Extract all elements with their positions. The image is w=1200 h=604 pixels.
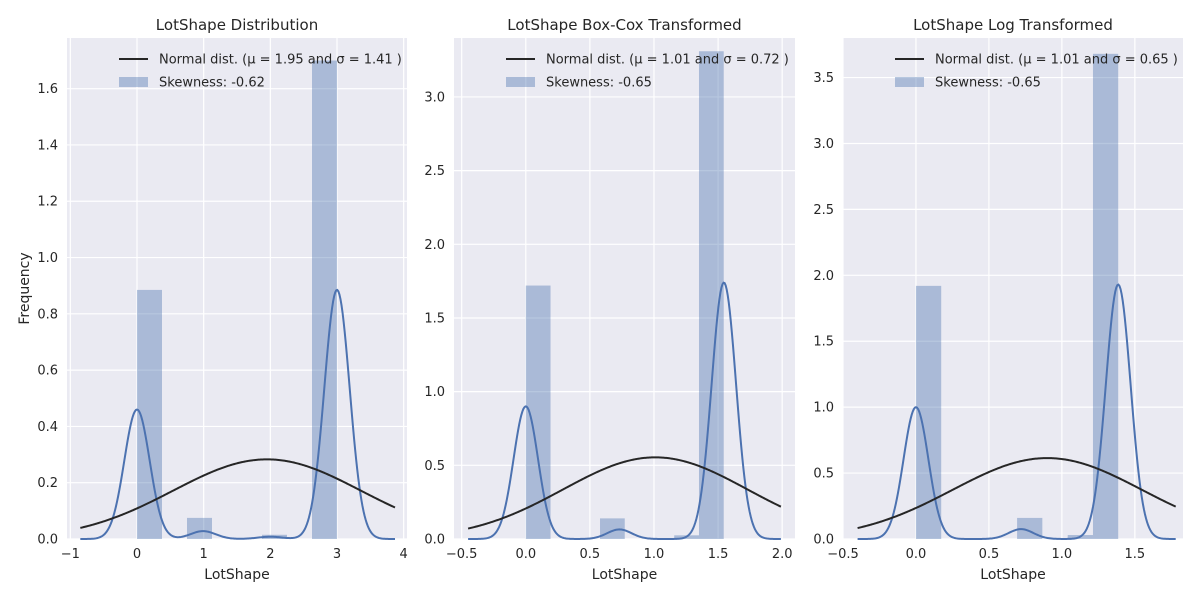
x-tick-label: 2 [266,547,274,562]
x-tick-label: −0.5 [446,547,478,562]
x-tick-label: 1.0 [644,547,665,562]
y-tick-label: 1.2 [37,195,58,210]
x-tick-label: 0.0 [906,547,927,562]
y-tick-label: 0.4 [37,420,58,435]
legend-label-skewness: Skewness: -0.62 [159,76,265,91]
legend-label-normal: Normal dist. (μ = 1.01 and σ = 0.72 ) [546,53,789,68]
y-tick-label: 0.0 [37,533,58,548]
x-tick-label: −0.5 [827,547,859,562]
kde-line [857,283,1176,540]
y-axis-label: Frequency [17,252,33,324]
x-tick-label: 1.5 [708,547,729,562]
y-tick-label: 3.5 [813,71,834,86]
y-tick-label: 3.0 [424,90,445,105]
y-tick-label: 1.0 [813,401,834,416]
panel-1: −1 0 1 2 3 4 0.0 0.2 0.4 0.6 0.8 1.0 1.2 1.4 1.6 LotSha… [17,16,408,583]
panel-3: −0.5 0.0 0.5 1.0 1.50.00.51.01.52.02.53.03.5… [813,16,1183,583]
kde-line [468,281,781,540]
x-tick-label: 1.0 [1052,547,1073,562]
y-tick-label: 0.5 [424,459,445,474]
normal-fit-line [467,456,782,530]
plot-background [843,38,1183,539]
normal-fit-line [80,458,396,529]
x-tick-label: 0 [133,547,141,562]
x-tick-label: 0.0 [515,547,536,562]
x-tick-label: 4 [400,547,408,562]
x-tick-label: −1 [61,547,80,562]
y-tick-label: 2.5 [813,203,834,218]
x-tick-label: 1 [200,547,208,562]
y-tick-label: 1.5 [424,311,445,326]
legend-label-skewness: Skewness: -0.65 [546,76,652,91]
x-axis-label: LotShape [592,567,657,583]
panel-2: −0.5 0.0 0.5 1.0 1.5 2.00.00.51.01.52.02.53.0… [424,16,795,583]
legend-bar-swatch [506,77,535,87]
y-tick-label: 2.5 [424,164,445,179]
y-tick-label: 2.0 [424,238,445,253]
chart-title: LotShape Log Transformed [913,16,1113,34]
y-tick-label: 0.2 [37,476,58,491]
y-tick-label: 1.0 [424,385,445,400]
y-tick-label: 0.0 [813,533,834,548]
legend: Normal dist. (μ = 1.95 and σ = 1.41 ) Ske… [119,53,402,91]
legend-bar-swatch [895,77,924,87]
x-tick-label: 2.0 [772,547,793,562]
y-tick-label: 1.4 [37,138,58,153]
x-tick-label: 0.5 [580,547,601,562]
y-tick-label: 1.5 [813,335,834,350]
y-tick-label: 1.0 [37,251,58,266]
chart-title: LotShape Box-Cox Transformed [507,16,741,34]
legend-label-normal: Normal dist. (μ = 1.01 and σ = 0.65 ) [935,53,1178,68]
legend-label-skewness: Skewness: -0.65 [935,76,1041,91]
x-axis-label: LotShape [980,567,1045,583]
y-tick-label: 3.0 [813,137,834,152]
x-tick-label: 0.5 [979,547,1000,562]
y-tick-label: 0.0 [424,533,445,548]
legend-label-normal: Normal dist. (μ = 1.95 and σ = 1.41 ) [159,53,402,68]
plot-background [67,38,407,539]
plot-background [454,38,795,539]
legend: Normal dist. (μ = 1.01 and σ = 0.65 ) Ske… [895,53,1178,91]
histogram-bar [187,517,212,539]
x-tick-label: 1.5 [1125,547,1146,562]
normal-fit-line [857,457,1177,530]
x-tick-label: 3 [333,547,341,562]
y-tick-label: 2.0 [813,269,834,284]
y-tick-label: 1.6 [37,82,58,97]
y-tick-label: 0.5 [813,467,834,482]
kde-line [80,288,395,540]
y-tick-label: 0.8 [37,307,58,322]
y-tick-label: 0.6 [37,364,58,379]
chart-title: LotShape Distribution [156,16,318,34]
legend: Normal dist. (μ = 1.01 and σ = 0.72 ) Ske… [506,53,789,91]
legend-bar-swatch [119,77,148,87]
x-axis-label: LotShape [204,567,269,583]
